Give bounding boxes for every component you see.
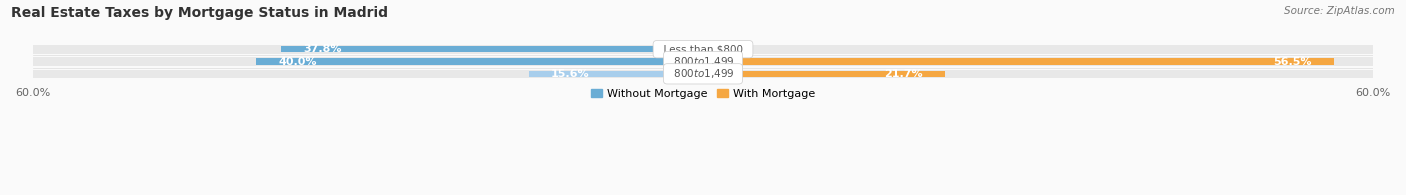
Text: 21.7%: 21.7%	[884, 69, 924, 79]
Bar	[32, 45, 703, 53]
Text: 0.0%: 0.0%	[720, 44, 751, 54]
Bar	[703, 71, 945, 77]
Text: $800 to $1,499: $800 to $1,499	[666, 55, 740, 68]
Text: 56.5%: 56.5%	[1274, 57, 1312, 66]
Bar	[32, 70, 703, 78]
Text: $800 to $1,499: $800 to $1,499	[666, 67, 740, 80]
Bar	[703, 45, 1374, 53]
Bar	[529, 71, 703, 77]
Bar	[703, 57, 1374, 66]
Text: 15.6%: 15.6%	[551, 69, 589, 79]
Bar	[32, 57, 703, 66]
Text: Real Estate Taxes by Mortgage Status in Madrid: Real Estate Taxes by Mortgage Status in …	[11, 6, 388, 20]
Text: Less than $800: Less than $800	[657, 44, 749, 54]
Text: 37.8%: 37.8%	[304, 44, 342, 54]
Bar	[281, 46, 703, 52]
Text: 40.0%: 40.0%	[278, 57, 316, 66]
Bar	[703, 70, 1374, 78]
Bar	[256, 58, 703, 65]
Text: Source: ZipAtlas.com: Source: ZipAtlas.com	[1284, 6, 1395, 16]
Bar	[703, 58, 1334, 65]
Legend: Without Mortgage, With Mortgage: Without Mortgage, With Mortgage	[586, 84, 820, 103]
